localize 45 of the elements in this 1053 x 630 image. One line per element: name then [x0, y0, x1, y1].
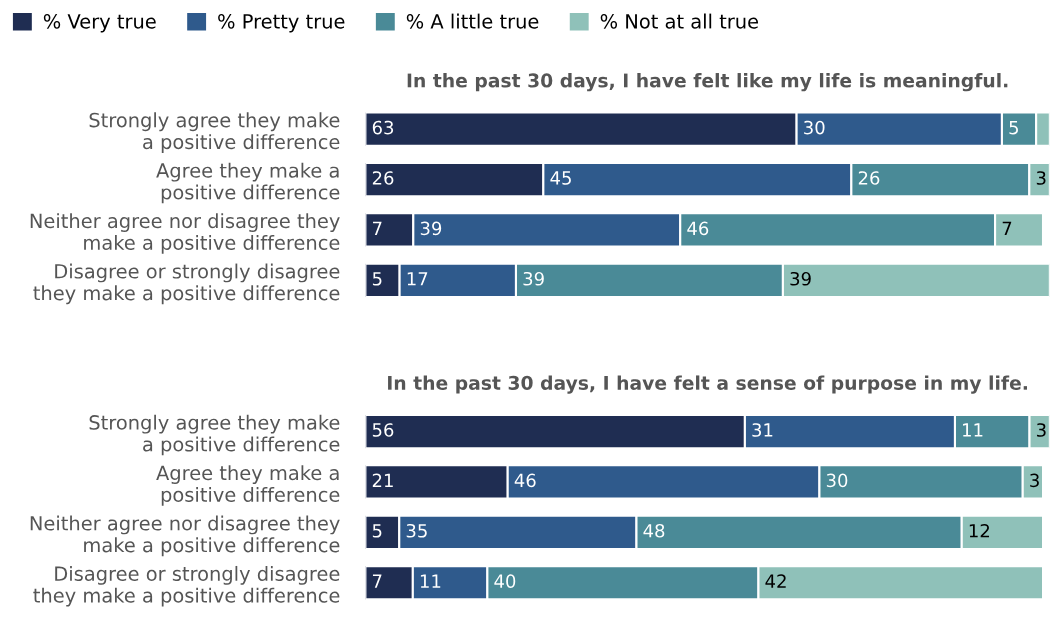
- data-label: 48: [643, 523, 665, 538]
- data-label: 3: [1036, 423, 1046, 437]
- data-label: 5: [372, 524, 382, 538]
- data-label: 31: [752, 423, 773, 437]
- data-label: 42: [765, 574, 786, 588]
- data-label: 11: [963, 423, 983, 437]
- data-label: 35: [406, 523, 427, 538]
- y-tick-label: Agree they make a positive difference: [156, 162, 340, 204]
- y-tick-label: Strongly agree they make a positive difference: [89, 112, 340, 153]
- data-label: 5: [372, 272, 382, 286]
- data-label: 26: [858, 171, 880, 185]
- y-tick-label: Neither agree nor disagree they make a positive difference: [30, 213, 340, 254]
- data-label: 46: [687, 221, 709, 236]
- data-label: 39: [790, 271, 811, 286]
- legend-label: % Not at all true: [600, 13, 759, 29]
- data-label: 7: [372, 574, 382, 588]
- data-label: 7: [373, 221, 382, 235]
- data-label: 46: [514, 473, 536, 488]
- y-tick-label: Neither agree nor disagree they make a positive difference: [30, 515, 340, 557]
- data-label: 17: [407, 272, 428, 286]
- y-tick-label: Disagree or strongly disagree they make a positive difference: [33, 263, 340, 305]
- chart-title: In the past 30 days, I have felt a sense of purpose in my life.: [388, 375, 1027, 394]
- data-label: 30: [804, 120, 825, 135]
- data-label: 26: [372, 171, 394, 185]
- data-label: 39: [523, 271, 544, 286]
- data-label: 45: [550, 171, 571, 185]
- y-tick-label: Strongly agree they make a positive difference: [89, 414, 340, 456]
- legend-label: % A little true: [406, 13, 539, 29]
- legend-label: % Pretty true: [218, 13, 345, 33]
- data-label: 40: [494, 574, 516, 588]
- data-label: 56: [372, 423, 394, 437]
- data-label: 7: [1002, 221, 1012, 235]
- data-label: 11: [420, 574, 441, 588]
- data-label: 12: [969, 523, 990, 538]
- data-label: 30: [826, 473, 848, 488]
- y-tick-label: Disagree or strongly disagree they make a positive difference: [33, 565, 340, 607]
- y-tick-label: Agree they make a positive difference: [156, 465, 340, 506]
- legend-label: % Very true: [43, 13, 156, 33]
- chart-title: In the past 30 days, I have felt like my life is meaningful.: [407, 73, 1008, 92]
- data-label: 3: [1030, 473, 1039, 488]
- data-label: 21: [372, 473, 393, 487]
- data-label: 5: [1009, 120, 1018, 135]
- data-label: 3: [1036, 171, 1046, 185]
- data-label: 39: [420, 221, 442, 236]
- data-label: 63: [372, 120, 394, 135]
